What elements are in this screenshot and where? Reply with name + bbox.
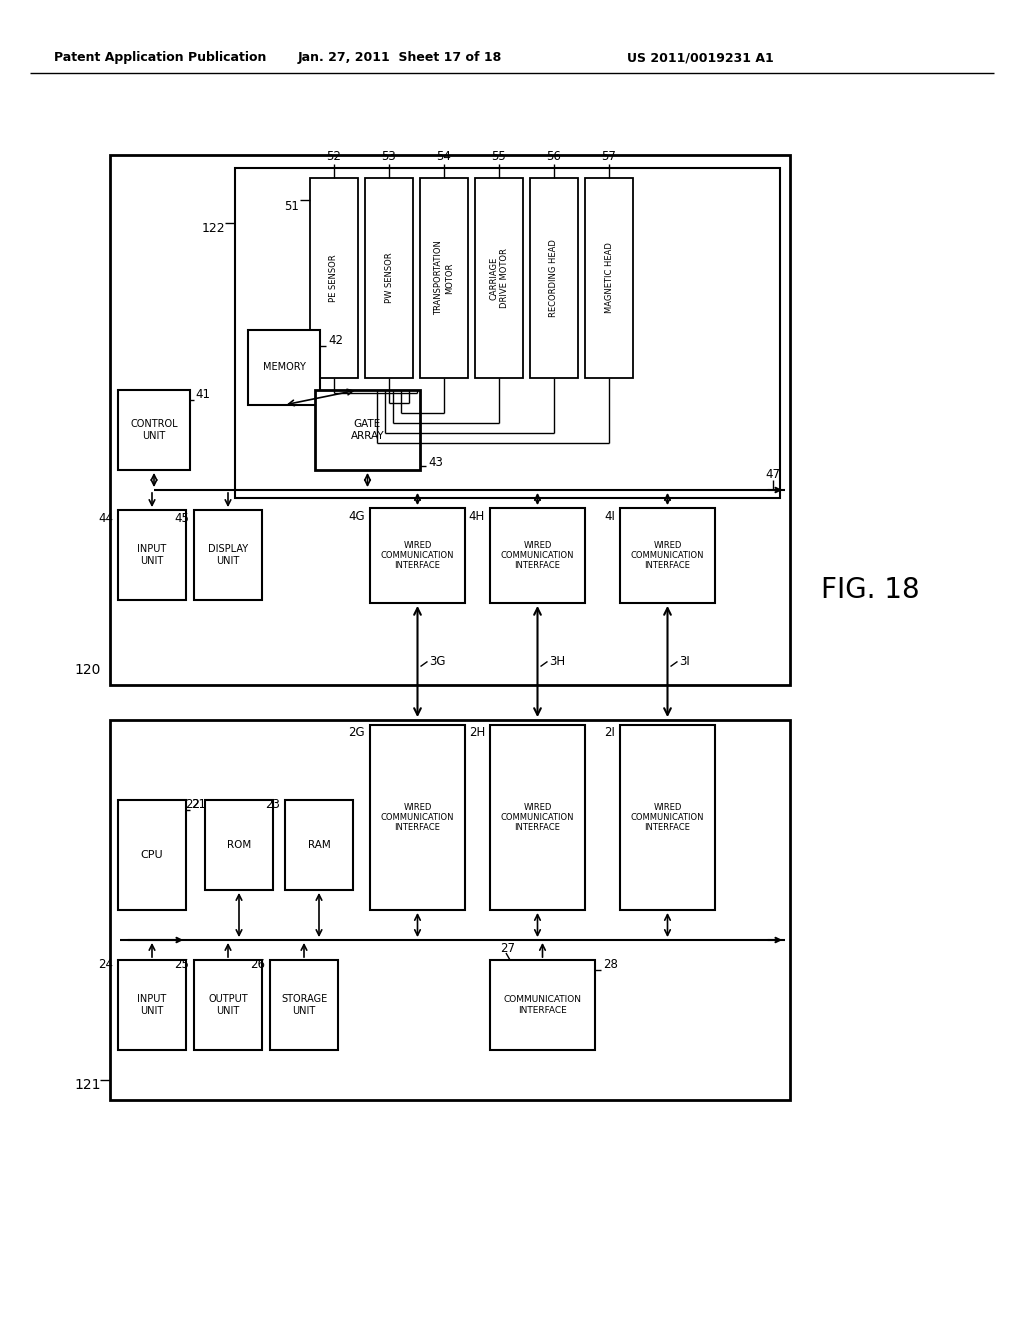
Bar (118, 510, 186, 601)
Text: RECORDING HEAD: RECORDING HEAD (550, 239, 558, 317)
Text: WIRED
COMMUNICATION
INTERFACE: WIRED COMMUNICATION INTERFACE (501, 803, 574, 833)
Text: GATE
ARRAY: GATE ARRAY (350, 420, 384, 441)
Text: 56: 56 (547, 149, 561, 162)
Text: 28: 28 (603, 958, 617, 972)
Text: WIRED
COMMUNICATION
INTERFACE: WIRED COMMUNICATION INTERFACE (631, 541, 705, 570)
Text: 3H: 3H (550, 655, 565, 668)
Text: US 2011/0019231 A1: US 2011/0019231 A1 (627, 51, 773, 65)
Bar (585, 178, 633, 378)
Bar (270, 960, 338, 1049)
Bar (110, 154, 790, 685)
Bar (194, 960, 262, 1049)
Bar (420, 178, 468, 378)
Text: 121: 121 (75, 1078, 101, 1092)
Text: WIRED
COMMUNICATION
INTERFACE: WIRED COMMUNICATION INTERFACE (631, 803, 705, 833)
Text: 52: 52 (327, 149, 341, 162)
Text: 43: 43 (428, 455, 442, 469)
Bar (110, 719, 790, 1100)
Text: TRANSPORTATION
MOTOR: TRANSPORTATION MOTOR (434, 240, 454, 315)
Text: MAGNETIC HEAD: MAGNETIC HEAD (604, 243, 613, 313)
Text: 51: 51 (285, 199, 299, 213)
Text: 53: 53 (382, 149, 396, 162)
Text: WIRED
COMMUNICATION
INTERFACE: WIRED COMMUNICATION INTERFACE (381, 803, 455, 833)
Text: 4I: 4I (604, 510, 615, 523)
Text: CONTROL
UNIT: CONTROL UNIT (130, 420, 178, 441)
Text: 23: 23 (265, 799, 280, 812)
Text: CPU: CPU (140, 850, 163, 861)
Text: STORAGE
UNIT: STORAGE UNIT (281, 994, 327, 1016)
Text: 57: 57 (601, 149, 616, 162)
Text: 4G: 4G (348, 510, 365, 523)
Text: DISPLAY
UNIT: DISPLAY UNIT (208, 544, 248, 566)
Text: ROM: ROM (227, 840, 251, 850)
Bar (205, 800, 273, 890)
Bar (310, 178, 358, 378)
Text: INPUT
UNIT: INPUT UNIT (137, 994, 167, 1016)
Text: 24: 24 (98, 958, 113, 972)
Bar (194, 510, 262, 601)
Text: COMMUNICATION
INTERFACE: COMMUNICATION INTERFACE (504, 995, 582, 1015)
Bar (234, 168, 780, 498)
Bar (475, 178, 523, 378)
Bar (365, 178, 413, 378)
Text: 21: 21 (191, 799, 206, 812)
Text: 45: 45 (174, 511, 189, 524)
Text: 25: 25 (174, 958, 189, 972)
Bar (620, 508, 715, 603)
Text: PE SENSOR: PE SENSOR (330, 255, 339, 302)
Text: 3G: 3G (429, 655, 446, 668)
Bar (315, 389, 420, 470)
Text: 4H: 4H (469, 510, 485, 523)
Text: 22: 22 (185, 799, 200, 812)
Text: 47: 47 (766, 467, 780, 480)
Text: FIG. 18: FIG. 18 (820, 576, 920, 605)
Bar (490, 725, 585, 909)
Text: INPUT
UNIT: INPUT UNIT (137, 544, 167, 566)
Text: 42: 42 (328, 334, 343, 346)
Text: 54: 54 (436, 149, 452, 162)
Text: 120: 120 (75, 663, 101, 677)
Text: 44: 44 (98, 511, 113, 524)
Text: MEMORY: MEMORY (262, 363, 305, 372)
Bar (530, 178, 578, 378)
Bar (118, 960, 186, 1049)
Bar (370, 725, 465, 909)
Bar (285, 800, 353, 890)
Bar (490, 508, 585, 603)
Text: 2I: 2I (604, 726, 615, 739)
Text: 41: 41 (195, 388, 210, 401)
Text: 27: 27 (500, 941, 515, 954)
Text: WIRED
COMMUNICATION
INTERFACE: WIRED COMMUNICATION INTERFACE (381, 541, 455, 570)
Text: WIRED
COMMUNICATION
INTERFACE: WIRED COMMUNICATION INTERFACE (501, 541, 574, 570)
Bar (118, 800, 186, 909)
Bar (248, 330, 319, 405)
Bar (490, 960, 595, 1049)
Bar (620, 725, 715, 909)
Text: Jan. 27, 2011  Sheet 17 of 18: Jan. 27, 2011 Sheet 17 of 18 (298, 51, 502, 65)
Text: CARRIAGE
DRIVE MOTOR: CARRIAGE DRIVE MOTOR (489, 248, 509, 308)
Text: 2H: 2H (469, 726, 485, 739)
Text: 122: 122 (201, 222, 225, 235)
Text: 3I: 3I (680, 655, 690, 668)
Bar (118, 389, 190, 470)
Bar (370, 508, 465, 603)
Text: 55: 55 (492, 149, 507, 162)
Text: PW SENSOR: PW SENSOR (384, 252, 393, 304)
Text: RAM: RAM (307, 840, 331, 850)
Text: Patent Application Publication: Patent Application Publication (54, 51, 266, 65)
Text: 26: 26 (250, 958, 265, 972)
Text: 2G: 2G (348, 726, 365, 739)
Text: OUTPUT
UNIT: OUTPUT UNIT (208, 994, 248, 1016)
